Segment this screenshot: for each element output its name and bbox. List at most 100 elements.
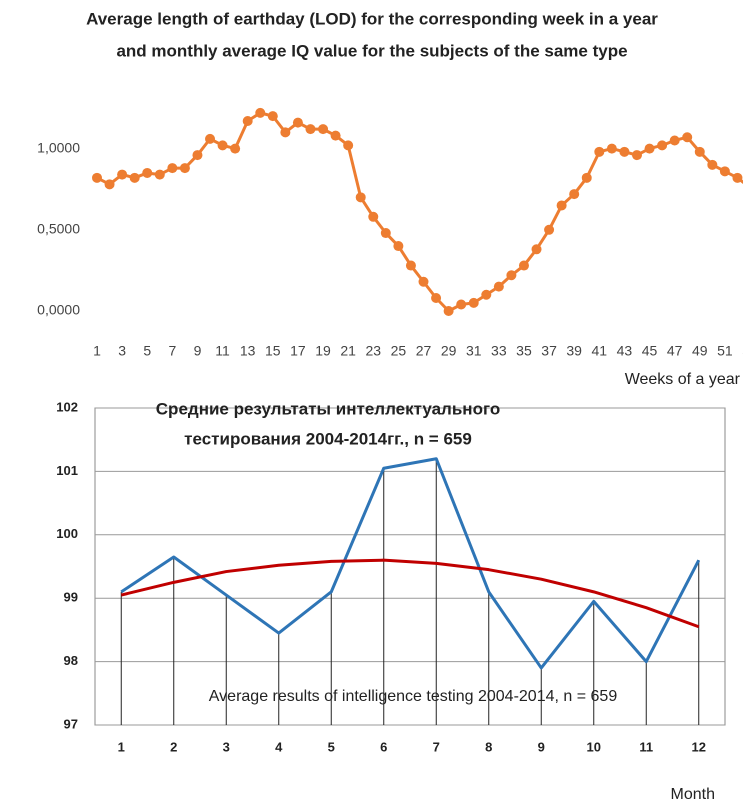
marker xyxy=(393,241,404,252)
x-tick-label: 8 xyxy=(485,739,492,754)
marker xyxy=(581,172,592,183)
x-tick-label: 33 xyxy=(491,343,507,359)
marker xyxy=(468,297,479,308)
y-tick-label: 98 xyxy=(64,653,78,668)
x-tick-label: 15 xyxy=(265,343,281,359)
marker xyxy=(606,143,617,154)
x-tick-label: 23 xyxy=(365,343,381,359)
x-tick-label: 1 xyxy=(118,739,125,754)
marker xyxy=(431,293,442,304)
x-tick-label: 21 xyxy=(340,343,356,359)
x-tick-label: 5 xyxy=(328,739,335,754)
x-tick-label: 10 xyxy=(587,739,601,754)
marker xyxy=(280,127,291,138)
marker xyxy=(154,169,165,180)
chart-title: тестирования 2004-2014гг., n = 659 xyxy=(184,429,472,448)
x-tick-label: 19 xyxy=(315,343,331,359)
marker xyxy=(104,179,115,190)
marker xyxy=(330,130,341,141)
marker xyxy=(205,133,216,144)
marker xyxy=(405,260,416,271)
x-tick-label: 41 xyxy=(592,343,608,359)
x-tick-label: 12 xyxy=(692,739,706,754)
marker xyxy=(355,192,366,203)
x-tick-label: 49 xyxy=(692,343,708,359)
x-tick-label: 43 xyxy=(617,343,633,359)
marker xyxy=(443,306,454,316)
marker xyxy=(179,163,190,174)
x-tick-label: 35 xyxy=(516,343,532,359)
x-tick-label: 2 xyxy=(170,739,177,754)
x-tick-label: 11 xyxy=(215,343,230,359)
y-tick-label: 0,5000 xyxy=(37,221,80,237)
plot-frame xyxy=(94,407,726,726)
marker xyxy=(682,132,693,143)
marker xyxy=(380,228,391,239)
marker xyxy=(531,244,542,255)
marker xyxy=(644,143,655,154)
x-tick-label: 27 xyxy=(416,343,432,359)
marker xyxy=(657,140,668,151)
x-tick-label: 29 xyxy=(441,343,457,359)
y-tick-label: 99 xyxy=(64,590,78,605)
marker xyxy=(318,124,329,135)
x-tick-label: 3 xyxy=(223,739,230,754)
x-tick-label: 17 xyxy=(290,343,306,359)
marker xyxy=(707,159,718,170)
x-tick-label: 51 xyxy=(717,343,733,359)
y-tick-label: 102 xyxy=(56,399,78,414)
marker xyxy=(142,167,153,178)
marker xyxy=(619,146,630,157)
marker xyxy=(732,172,743,183)
marker xyxy=(456,299,467,310)
x-tick-label: 4 xyxy=(275,739,283,754)
x-tick-label: 3 xyxy=(118,343,126,359)
marker xyxy=(242,115,253,126)
marker xyxy=(506,270,517,281)
chart-title: Average length of earthday (LOD) for the… xyxy=(86,9,658,28)
y-tick-label: 0,0000 xyxy=(37,302,80,318)
marker xyxy=(556,200,567,211)
marker xyxy=(217,140,228,151)
marker xyxy=(631,150,642,161)
marker xyxy=(694,146,705,157)
chart-title: and monthly average IQ value for the sub… xyxy=(116,41,627,60)
x-axis-label: Month xyxy=(671,786,715,803)
marker xyxy=(92,172,102,183)
x-tick-label: 37 xyxy=(541,343,557,359)
x-tick-label: 7 xyxy=(168,343,176,359)
marker xyxy=(569,189,580,200)
x-tick-label: 9 xyxy=(194,343,202,359)
marker xyxy=(255,107,266,118)
marker xyxy=(719,166,730,177)
marker xyxy=(343,140,354,151)
marker xyxy=(117,169,128,180)
marker xyxy=(129,172,140,183)
marker xyxy=(368,211,379,222)
y-tick-label: 100 xyxy=(56,526,78,541)
marker xyxy=(305,124,316,135)
marker xyxy=(267,111,278,122)
x-tick-label: 13 xyxy=(240,343,256,359)
marker xyxy=(481,289,492,300)
marker xyxy=(292,117,303,128)
x-tick-label: 39 xyxy=(566,343,582,359)
marker xyxy=(544,224,555,235)
marker xyxy=(167,163,178,174)
y-tick-label: 97 xyxy=(64,716,78,731)
marker xyxy=(669,135,680,146)
chart-title: Средние результаты интеллектуального xyxy=(156,399,500,418)
marker xyxy=(230,143,241,154)
data-line xyxy=(120,457,701,670)
x-tick-label: 31 xyxy=(466,343,482,359)
y-tick-label: 101 xyxy=(56,463,78,478)
x-tick-label: 5 xyxy=(143,343,151,359)
x-tick-label: 6 xyxy=(380,739,387,754)
marker xyxy=(418,276,429,287)
marker xyxy=(518,260,529,271)
x-tick-label: 7 xyxy=(433,739,440,754)
x-tick-label: 11 xyxy=(639,739,653,754)
x-tick-label: 45 xyxy=(642,343,658,359)
